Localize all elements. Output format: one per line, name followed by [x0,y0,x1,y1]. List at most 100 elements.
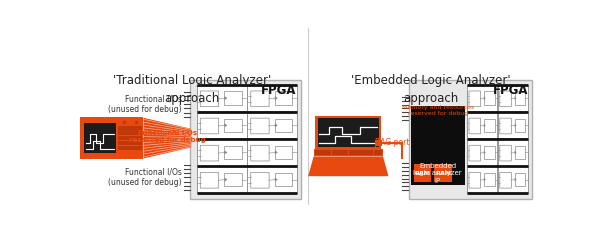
Polygon shape [515,97,517,101]
Polygon shape [484,178,485,182]
Bar [332,151,340,153]
Bar [515,146,526,160]
Polygon shape [484,124,485,128]
Bar [349,151,356,153]
Bar [515,173,526,187]
Text: Embedded
logic analyzer
IP: Embedded logic analyzer IP [413,162,462,183]
Bar [136,141,142,146]
FancyBboxPatch shape [251,173,269,188]
Text: Functional I/Os
(unused for debug): Functional I/Os (unused for debug) [109,167,182,186]
Bar [484,119,494,133]
FancyBboxPatch shape [500,119,511,134]
Polygon shape [275,97,278,101]
Text: FPGA: FPGA [261,84,297,97]
FancyBboxPatch shape [200,146,218,161]
Bar [275,173,292,187]
Bar [224,173,242,187]
FancyBboxPatch shape [500,146,511,161]
Bar [124,146,130,150]
Text: Functional I/Os
(unused for debug): Functional I/Os (unused for debug) [109,94,182,114]
Bar [332,153,340,156]
Bar [197,167,247,193]
Text: JTAG port: JTAG port [374,138,410,147]
Bar [130,146,136,150]
Bar [224,92,242,106]
Bar [498,167,528,193]
Bar [314,149,383,157]
Bar [275,119,292,133]
Polygon shape [224,151,227,155]
Bar [434,164,452,182]
Bar [224,146,242,160]
Bar [498,140,528,166]
FancyBboxPatch shape [200,173,218,188]
Bar [316,117,381,149]
FancyBboxPatch shape [200,92,218,107]
Text: RAM: RAM [435,171,451,176]
Bar [247,167,297,193]
FancyBboxPatch shape [190,81,301,199]
Polygon shape [224,124,227,128]
Bar [247,113,297,139]
FancyBboxPatch shape [500,173,511,188]
Bar [414,164,431,182]
Polygon shape [224,178,227,182]
Bar [124,131,130,136]
Bar [314,153,323,156]
Polygon shape [224,97,227,101]
Bar [124,136,130,141]
Bar [136,127,142,131]
Bar [80,117,143,160]
Bar [357,153,365,156]
Bar [484,92,494,106]
Bar [314,151,323,153]
Bar [84,123,116,154]
Bar [410,107,464,186]
Polygon shape [515,178,517,182]
Bar [118,127,124,131]
Bar [318,119,379,147]
Bar [340,151,348,153]
Bar [197,140,247,166]
Bar [247,86,297,112]
Bar [130,136,136,141]
Polygon shape [484,97,485,101]
Bar [515,92,526,106]
FancyBboxPatch shape [469,146,481,161]
Bar [136,136,142,141]
Bar [118,136,124,141]
Bar [498,113,528,139]
Bar [365,153,373,156]
Polygon shape [484,151,485,155]
FancyBboxPatch shape [469,119,481,134]
Text: Functional I/Os
reserved for debug: Functional I/Os reserved for debug [129,130,206,143]
Bar [124,141,130,146]
Bar [124,127,130,131]
Bar [323,153,331,156]
Bar [247,140,297,166]
Text: 'Traditional Logic Analyzer'
approach: 'Traditional Logic Analyzer' approach [113,74,271,105]
Text: RAM: RAM [415,171,431,176]
Bar [340,153,348,156]
Polygon shape [515,124,517,128]
Text: FPGA: FPGA [493,84,529,97]
FancyBboxPatch shape [200,119,218,134]
Bar [374,153,382,156]
Bar [484,173,494,187]
Polygon shape [275,178,278,182]
Bar [130,127,136,131]
Bar [136,146,142,150]
Text: 'Embedded Logic Analyzer'
approach: 'Embedded Logic Analyzer' approach [351,74,511,105]
Bar [349,153,356,156]
Polygon shape [308,157,389,176]
Bar [197,113,247,139]
FancyBboxPatch shape [409,81,532,199]
Bar [357,151,365,153]
FancyBboxPatch shape [251,146,269,161]
Bar [323,151,331,153]
Bar [365,151,373,153]
Bar [118,131,124,136]
Bar [498,86,528,112]
Bar [197,86,247,112]
Bar [467,113,497,139]
